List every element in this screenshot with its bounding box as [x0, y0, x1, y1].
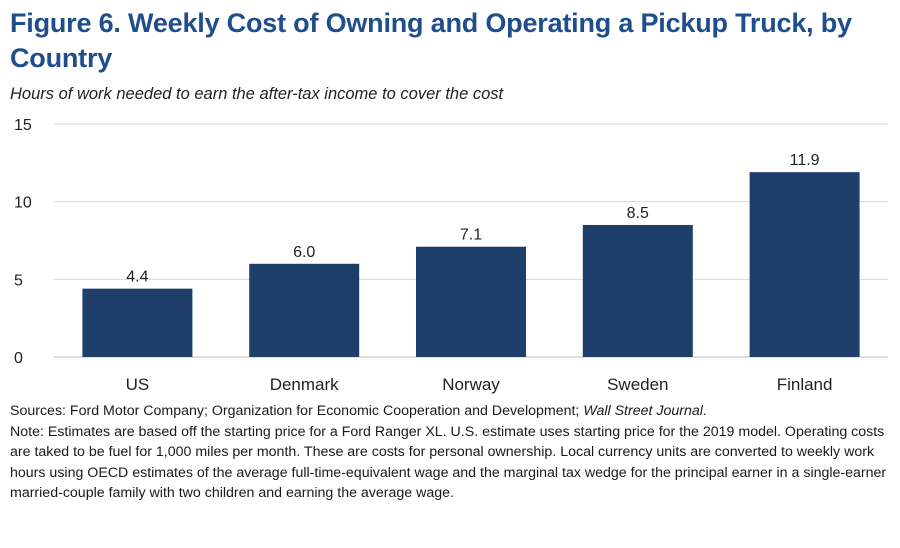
- bar-chart: 0 5 10 15 4.4 6.0 7.1 8.5 11.9 US Denmark Norway S…: [14, 117, 888, 394]
- y-axis-ticks: 0 5 10 15: [14, 117, 32, 367]
- sources-line: Sources: Ford Motor Company; Organizatio…: [10, 401, 895, 422]
- sources-italic: Wall Street Journal: [583, 403, 703, 419]
- bar: [249, 263, 360, 357]
- x-tick-label: US: [126, 375, 150, 394]
- chart-subtitle: Hours of work needed to earn the after-t…: [10, 85, 504, 103]
- data-label: 11.9: [790, 152, 820, 169]
- bar: [82, 288, 193, 357]
- data-label: 4.4: [126, 269, 148, 286]
- y-tick-label: 5: [14, 272, 23, 289]
- data-label: 6.0: [293, 244, 315, 261]
- x-tick-label: Norway: [442, 375, 500, 394]
- x-tick-label: Denmark: [270, 375, 339, 394]
- data-labels: 4.4 6.0 7.1 8.5 11.9: [126, 152, 819, 285]
- x-axis-ticks: US Denmark Norway Sweden Finland: [126, 375, 833, 394]
- y-tick-label: 0: [14, 350, 23, 367]
- bars: [82, 172, 860, 357]
- y-tick-label: 10: [14, 195, 32, 212]
- chart-title: Figure 6. Weekly Cost of Owning and Oper…: [10, 8, 852, 73]
- note-text: Note: Estimates are based off the starti…: [10, 423, 887, 502]
- sources-text: Sources: Ford Motor Company; Organizatio…: [10, 403, 584, 419]
- x-tick-label: Sweden: [607, 375, 668, 394]
- bar: [749, 172, 860, 357]
- data-label: 7.1: [460, 227, 482, 244]
- y-tick-label: 15: [14, 117, 32, 134]
- bar: [416, 246, 526, 357]
- bar: [582, 224, 693, 357]
- x-tick-label: Finland: [777, 375, 833, 394]
- sources-end: .: [702, 403, 707, 419]
- notes-block: Sources: Ford Motor Company; Organizatio…: [10, 401, 895, 504]
- data-label: 8.5: [627, 205, 649, 222]
